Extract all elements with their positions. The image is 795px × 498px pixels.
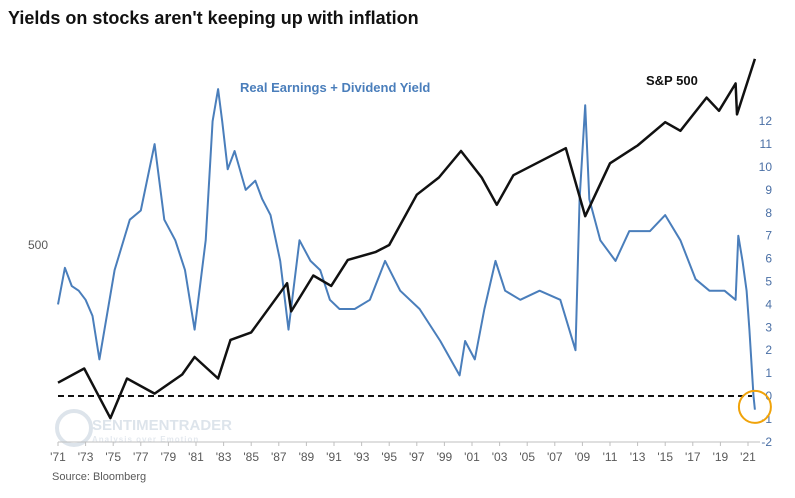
right-tick-label: 11	[760, 137, 773, 151]
x-tick-label: '21	[740, 450, 756, 464]
right-tick-label: 0	[765, 389, 772, 403]
x-tick-label: '99	[437, 450, 453, 464]
watermark-tagline: Analysis over Emotion	[92, 435, 199, 444]
x-tick-label: '19	[713, 450, 729, 464]
x-tick-label: '09	[575, 450, 591, 464]
right-tick-label: 5	[765, 275, 772, 289]
x-tick-label: '83	[216, 450, 232, 464]
right-tick-label: 10	[759, 160, 773, 174]
x-tick-label: '01	[464, 450, 480, 464]
legend-sp500-label: S&P 500	[646, 73, 698, 88]
right-tick-label: 3	[765, 320, 772, 334]
highlight-circle	[737, 389, 772, 424]
x-tick-label: '77	[133, 450, 149, 464]
x-tick-label: '17	[685, 450, 701, 464]
x-tick-label: '87	[271, 450, 287, 464]
right-tick-label: 4	[765, 297, 772, 311]
right-tick-label: 12	[759, 114, 773, 128]
watermark-name: SENTIMENTRADER	[92, 417, 232, 434]
x-tick-label: '95	[381, 450, 397, 464]
right-tick-label: 2	[765, 343, 772, 357]
yield-line	[57, 88, 756, 410]
sp500-line	[57, 58, 757, 420]
right-tick-label: -2	[761, 435, 772, 449]
legend-yield-label: Real Earnings + Dividend Yield	[240, 80, 430, 95]
x-tick-label: '15	[657, 450, 673, 464]
x-tick-label: '13	[630, 450, 646, 464]
x-tick-label: '75	[105, 450, 121, 464]
source-note: Source: Bloomberg	[52, 471, 147, 483]
x-tick-label: '07	[547, 450, 563, 464]
right-tick-label: 8	[765, 206, 772, 220]
watermark: SENTIMENTRADER Analysis over Emotion	[55, 409, 232, 447]
x-tick-label: '73	[78, 450, 94, 464]
chart-title: Yields on stocks aren't keeping up with …	[8, 8, 419, 28]
x-tick-label: '89	[299, 450, 315, 464]
x-tick-label: '79	[161, 450, 177, 464]
right-tick-label: 6	[765, 252, 772, 266]
x-tick-label: '11	[603, 450, 618, 464]
x-tick-label: '03	[492, 450, 508, 464]
left-tick-label: 500	[28, 238, 48, 252]
watermark-logo-icon	[55, 409, 93, 447]
right-tick-label: 7	[765, 229, 772, 243]
x-tick-label: '91	[326, 450, 342, 464]
x-tick-label: '97	[409, 450, 425, 464]
x-tick-label: '85	[243, 450, 259, 464]
right-tick-label: 9	[765, 183, 772, 197]
x-tick-label: '81	[188, 450, 204, 464]
x-tick-label: '71	[50, 450, 66, 464]
right-tick-label: 1	[765, 366, 772, 380]
x-tick-label: '05	[519, 450, 535, 464]
x-tick-label: '93	[354, 450, 370, 464]
